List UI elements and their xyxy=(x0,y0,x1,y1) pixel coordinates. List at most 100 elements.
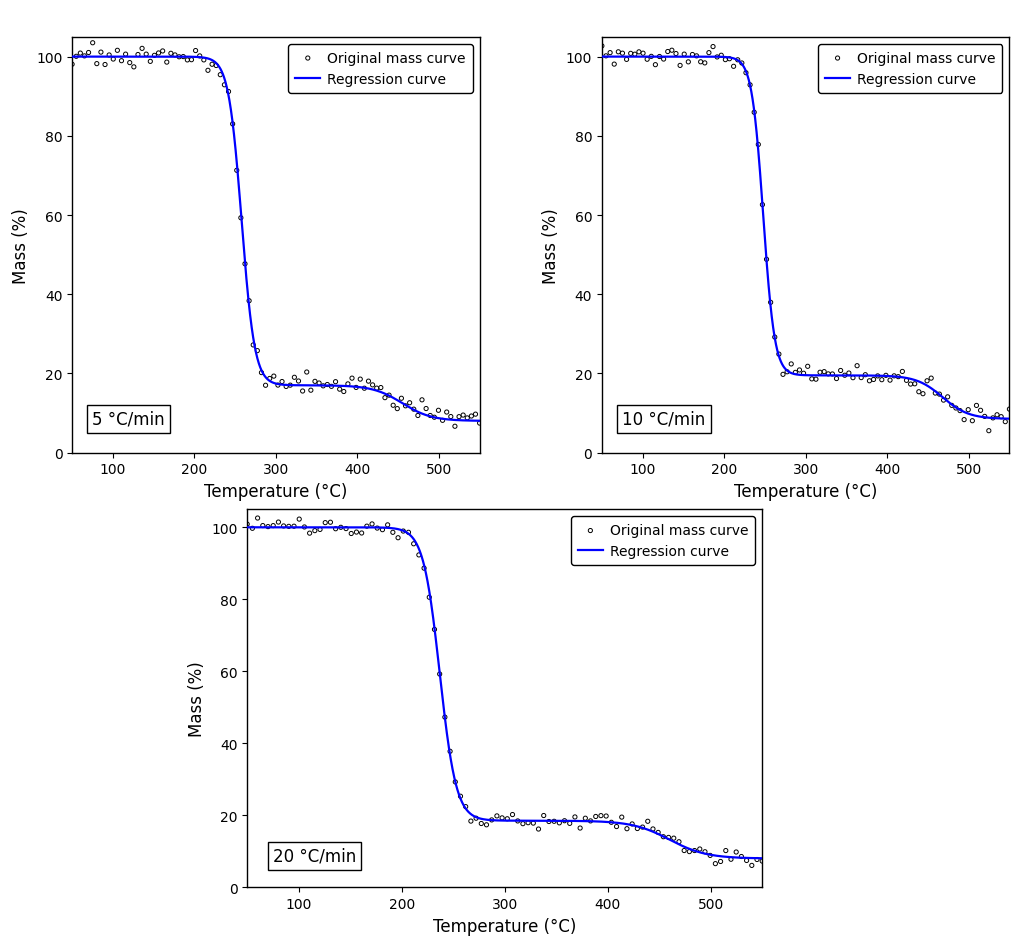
Original mass curve xyxy=(701,848,718,863)
Original mass curve xyxy=(812,365,828,380)
Original mass curve xyxy=(270,514,286,530)
Original mass curve xyxy=(515,817,531,832)
Original mass curve xyxy=(643,50,659,65)
X-axis label: Temperature (°C): Temperature (°C) xyxy=(734,482,878,500)
Original mass curve xyxy=(401,525,417,540)
Original mass curve xyxy=(622,47,639,62)
Original mass curve xyxy=(452,789,469,804)
Original mass curve xyxy=(406,536,422,551)
Original mass curve xyxy=(493,811,510,826)
Original mass curve xyxy=(295,384,311,399)
Original mass curve xyxy=(307,375,323,390)
Original mass curve xyxy=(270,379,286,394)
Original mass curve xyxy=(935,393,952,408)
Original mass curve xyxy=(299,365,315,380)
Regression curve xyxy=(474,415,486,427)
Y-axis label: Mass (%): Mass (%) xyxy=(542,208,560,283)
Regression curve xyxy=(264,377,276,388)
Original mass curve xyxy=(989,408,1005,423)
Original mass curve xyxy=(737,66,754,81)
Original mass curve xyxy=(410,409,426,424)
Original mass curve xyxy=(640,814,656,829)
Original mass curve xyxy=(473,817,489,832)
Original mass curve xyxy=(911,385,927,400)
Original mass curve xyxy=(561,816,578,831)
Original mass curve xyxy=(468,811,484,826)
Original mass curve xyxy=(414,393,431,408)
Y-axis label: Mass (%): Mass (%) xyxy=(187,661,206,736)
Original mass curve xyxy=(663,43,680,59)
Original mass curve xyxy=(183,53,200,68)
Original mass curve xyxy=(138,47,154,62)
Original mass curve xyxy=(142,55,159,70)
Regression curve xyxy=(794,370,806,381)
Original mass curve xyxy=(783,357,799,372)
X-axis label: Temperature (°C): Temperature (°C) xyxy=(204,482,347,500)
Original mass curve xyxy=(593,40,610,55)
Regression curve xyxy=(991,413,1003,425)
Text: 10 °C/min: 10 °C/min xyxy=(622,411,706,429)
Original mass curve xyxy=(356,381,373,396)
Original mass curve xyxy=(510,814,526,829)
Original mass curve xyxy=(618,53,634,68)
Original mass curve xyxy=(442,744,458,759)
Original mass curve xyxy=(629,821,646,836)
Original mass curve xyxy=(146,49,163,64)
Original mass curve xyxy=(718,843,734,858)
Original mass curve xyxy=(249,511,266,526)
Original mass curve xyxy=(708,856,724,871)
Regression curve xyxy=(268,522,280,533)
Original mass curve xyxy=(886,369,902,384)
Original mass curve xyxy=(723,851,740,867)
Original mass curve xyxy=(853,371,869,386)
Original mass curve xyxy=(200,63,216,78)
Original mass curve xyxy=(762,295,779,311)
Original mass curve xyxy=(212,68,229,83)
Original mass curve xyxy=(700,46,717,61)
Original mass curve xyxy=(365,378,381,393)
Original mass curve xyxy=(709,50,725,65)
Original mass curve xyxy=(93,45,109,60)
Original mass curve xyxy=(196,53,212,68)
Y-axis label: Mass (%): Mass (%) xyxy=(12,208,31,283)
Original mass curve xyxy=(630,45,647,60)
Original mass curve xyxy=(179,53,196,68)
Original mass curve xyxy=(265,518,281,533)
Original mass curve xyxy=(369,521,385,536)
Original mass curve xyxy=(302,526,318,541)
Original mass curve xyxy=(878,368,894,383)
Original mass curve xyxy=(680,56,696,71)
Original mass curve xyxy=(126,60,142,76)
Original mass curve xyxy=(691,841,708,856)
Original mass curve xyxy=(927,386,943,401)
Original mass curve xyxy=(624,817,641,832)
Original mass curve xyxy=(530,821,547,836)
Regression curve xyxy=(647,826,659,837)
Regression curve xyxy=(783,367,795,379)
Original mass curve xyxy=(274,375,290,390)
Original mass curve xyxy=(332,382,348,397)
Original mass curve xyxy=(686,843,702,858)
Original mass curve xyxy=(746,106,762,121)
Original mass curve xyxy=(278,379,295,395)
Original mass curve xyxy=(109,43,126,59)
Original mass curve xyxy=(113,54,130,69)
Regression curve xyxy=(478,814,490,825)
Original mass curve xyxy=(262,372,278,387)
Regression curve xyxy=(1003,413,1016,425)
Original mass curve xyxy=(721,52,737,67)
Original mass curve xyxy=(742,78,758,93)
Original mass curve xyxy=(462,814,479,829)
Original mass curve xyxy=(779,364,795,379)
Original mass curve xyxy=(952,404,968,419)
Original mass curve xyxy=(159,56,175,71)
Original mass curve xyxy=(437,710,453,725)
Original mass curve xyxy=(551,816,568,831)
Original mass curve xyxy=(705,40,721,55)
Original mass curve xyxy=(733,57,750,72)
Original mass curve xyxy=(587,809,604,824)
Original mass curve xyxy=(754,853,770,868)
Original mass curve xyxy=(447,774,464,789)
Original mass curve xyxy=(985,411,1001,426)
Original mass curve xyxy=(857,368,873,383)
